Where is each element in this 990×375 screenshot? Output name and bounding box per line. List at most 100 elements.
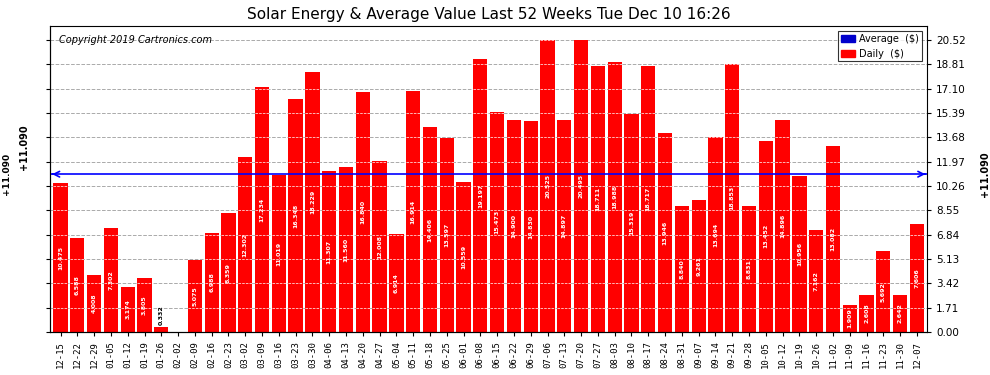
Bar: [541, 40, 554, 332]
Text: 11.307: 11.307: [327, 240, 332, 264]
Bar: [742, 206, 756, 332]
Bar: [423, 127, 438, 332]
Text: 11.560: 11.560: [344, 238, 348, 262]
Text: 14.830: 14.830: [529, 214, 534, 238]
Bar: [389, 234, 404, 332]
Bar: [775, 120, 790, 332]
Text: 18.853: 18.853: [730, 186, 735, 210]
Text: 7.302: 7.302: [109, 270, 114, 290]
Bar: [188, 260, 202, 332]
Bar: [104, 228, 118, 332]
Text: 19.197: 19.197: [478, 183, 483, 207]
Text: 9.261: 9.261: [696, 256, 701, 276]
Text: 7.606: 7.606: [915, 268, 920, 288]
Text: 5.075: 5.075: [192, 286, 197, 306]
Text: 12.008: 12.008: [377, 235, 382, 259]
Text: 20.525: 20.525: [545, 174, 550, 198]
Bar: [658, 134, 672, 332]
Text: 15.319: 15.319: [629, 211, 634, 235]
Bar: [691, 200, 706, 332]
Bar: [138, 278, 151, 332]
Bar: [372, 161, 387, 332]
Text: 15.473: 15.473: [495, 210, 500, 234]
Bar: [355, 92, 370, 332]
Bar: [271, 175, 286, 332]
Text: 14.897: 14.897: [561, 214, 567, 238]
Text: 14.406: 14.406: [428, 217, 433, 242]
Text: 4.008: 4.008: [92, 294, 97, 314]
Bar: [53, 183, 67, 332]
Text: 13.694: 13.694: [713, 222, 718, 247]
Bar: [809, 230, 824, 332]
Bar: [490, 112, 504, 332]
Bar: [473, 59, 487, 332]
Bar: [608, 62, 622, 332]
Bar: [239, 157, 252, 332]
Text: 1.909: 1.909: [847, 309, 852, 328]
Legend: Average  ($), Daily  ($): Average ($), Daily ($): [838, 31, 922, 62]
Bar: [642, 66, 655, 332]
Text: 3.805: 3.805: [142, 295, 147, 315]
Text: +11.090: +11.090: [980, 152, 990, 197]
Bar: [826, 146, 841, 332]
Bar: [625, 114, 639, 332]
Text: 13.452: 13.452: [763, 224, 768, 249]
Bar: [406, 91, 421, 332]
Text: 13.082: 13.082: [831, 227, 836, 251]
Bar: [574, 40, 588, 332]
Text: 8.831: 8.831: [746, 260, 751, 279]
Text: 17.234: 17.234: [259, 197, 264, 222]
Text: 5.692: 5.692: [881, 282, 886, 302]
Text: 10.559: 10.559: [461, 245, 466, 269]
Bar: [87, 275, 101, 332]
Bar: [876, 251, 890, 332]
Text: 8.359: 8.359: [226, 262, 231, 282]
Bar: [288, 99, 303, 332]
Bar: [591, 66, 605, 332]
Text: 7.162: 7.162: [814, 271, 819, 291]
Text: 13.597: 13.597: [445, 223, 449, 248]
Bar: [524, 121, 538, 332]
Text: 18.717: 18.717: [645, 187, 650, 211]
Bar: [708, 137, 723, 332]
Bar: [859, 295, 874, 332]
Bar: [205, 232, 219, 332]
Bar: [725, 64, 740, 332]
Bar: [322, 171, 337, 332]
Bar: [675, 206, 689, 332]
Bar: [305, 72, 320, 332]
Bar: [758, 141, 773, 332]
Text: 14.900: 14.900: [512, 214, 517, 238]
Text: 6.588: 6.588: [75, 275, 80, 295]
Text: 0.332: 0.332: [158, 305, 163, 325]
Bar: [792, 176, 807, 332]
Bar: [121, 287, 135, 332]
Bar: [893, 294, 907, 332]
Bar: [339, 168, 353, 332]
Text: 18.711: 18.711: [595, 187, 600, 211]
Text: 18.988: 18.988: [612, 185, 617, 209]
Text: 6.914: 6.914: [394, 273, 399, 293]
Bar: [154, 327, 168, 332]
Bar: [910, 224, 924, 332]
Text: 8.840: 8.840: [679, 260, 684, 279]
Text: 16.914: 16.914: [411, 200, 416, 224]
Text: 2.608: 2.608: [864, 304, 869, 324]
Bar: [507, 120, 521, 332]
Text: 10.956: 10.956: [797, 242, 802, 266]
Text: 20.495: 20.495: [578, 174, 583, 198]
Bar: [254, 87, 269, 332]
Bar: [456, 182, 470, 332]
Text: 6.988: 6.988: [209, 273, 214, 292]
Text: +11.090: +11.090: [2, 153, 11, 195]
Text: 12.302: 12.302: [243, 232, 248, 256]
Text: 11.019: 11.019: [276, 242, 281, 266]
Text: 3.174: 3.174: [125, 300, 131, 320]
Text: 13.946: 13.946: [662, 221, 667, 245]
Text: 2.642: 2.642: [898, 303, 903, 323]
Text: Copyright 2019 Cartronics.com: Copyright 2019 Cartronics.com: [59, 35, 212, 45]
Bar: [222, 213, 236, 332]
Text: 10.475: 10.475: [58, 246, 63, 270]
Text: 16.840: 16.840: [360, 200, 365, 224]
Bar: [557, 120, 571, 332]
